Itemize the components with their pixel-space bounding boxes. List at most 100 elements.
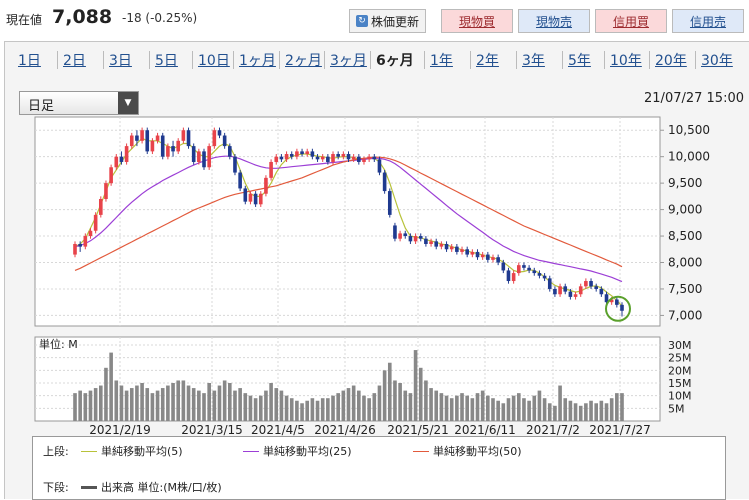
tab-5日[interactable]: 5日: [155, 53, 178, 69]
tab-1年[interactable]: 1年: [430, 53, 453, 69]
candle-body: [88, 230, 93, 237]
candle-body: [212, 130, 217, 147]
volume-bar: [434, 390, 439, 421]
volume-unit-label: 単位: M: [39, 337, 78, 351]
tab-3日[interactable]: 3日: [109, 53, 132, 69]
candle-body: [300, 151, 304, 155]
volume-bar: [460, 393, 464, 421]
candle-body: [558, 286, 562, 295]
candle-body: [228, 146, 232, 157]
tab-20年[interactable]: 20年: [655, 53, 687, 69]
volume-tick-label: 25M: [668, 352, 692, 365]
volume-bar: [78, 390, 82, 421]
volume-bar: [501, 403, 506, 421]
candle-body: [367, 156, 371, 160]
volume-bar: [104, 367, 108, 421]
refresh-label: 株価更新: [371, 14, 420, 29]
price-tick-label: 7,000: [668, 308, 702, 322]
volume-bar: [279, 390, 284, 421]
candle-body: [609, 299, 614, 303]
candle-body: [439, 243, 444, 247]
tab-10年[interactable]: 10年: [610, 53, 642, 69]
candle-body: [594, 286, 599, 289]
tab-10日[interactable]: 10日: [198, 53, 230, 69]
volume-bar: [222, 380, 227, 421]
volume-bar: [284, 395, 289, 421]
buy-margin-button[interactable]: 信用買: [595, 9, 667, 33]
candle-body: [341, 154, 346, 157]
candle-body: [243, 188, 248, 202]
volume-bar: [527, 400, 531, 421]
tab-separator: [57, 51, 58, 69]
candle-body: [253, 193, 258, 205]
sell-margin-button[interactable]: 信用売: [672, 9, 744, 33]
volume-bar: [455, 395, 459, 421]
candle-body: [202, 151, 206, 168]
candle-body: [532, 270, 537, 274]
volume-bar: [547, 403, 552, 421]
volume-bar: [83, 393, 88, 421]
volume-bar: [413, 350, 418, 421]
candle-body: [264, 177, 268, 194]
volume-bar: [150, 393, 155, 421]
sell-cash-button[interactable]: 現物売: [518, 9, 590, 33]
period-type-select[interactable]: 日足 ▼: [19, 91, 139, 115]
tab-3ヶ月[interactable]: 3ヶ月: [330, 53, 367, 69]
refresh-price-button[interactable]: ↻ 株価更新: [349, 9, 427, 33]
tab-6ヶ月[interactable]: 6ヶ月: [376, 53, 414, 69]
tab-separator: [324, 51, 325, 69]
volume-bar: [553, 405, 557, 421]
price-label: 現在値: [6, 13, 43, 27]
volume-bar: [387, 362, 392, 421]
price-pane: [34, 116, 661, 327]
volume-bar: [155, 390, 160, 421]
candle-body: [160, 135, 165, 157]
candle-body: [233, 156, 237, 173]
volume-bar: [470, 398, 475, 421]
candle-body: [491, 257, 495, 260]
tab-1ヶ月[interactable]: 1ヶ月: [239, 53, 276, 69]
volume-bar: [212, 390, 217, 421]
x-tick-label: 2021/4/26: [314, 423, 376, 437]
volume-bar: [408, 393, 413, 421]
price-tick-label: 8,500: [668, 229, 702, 243]
volume-bar: [516, 393, 521, 421]
price-tick-label: 10,000: [668, 150, 710, 164]
volume-bar: [93, 388, 98, 421]
candle-body: [470, 251, 475, 255]
volume-bar: [522, 398, 526, 421]
candle-body: [135, 135, 139, 141]
candle-body: [155, 135, 160, 141]
volume-bar: [589, 400, 593, 421]
volume-bar: [475, 393, 480, 421]
volume-bar: [98, 385, 103, 421]
volume-bar: [176, 380, 181, 421]
tab-separator: [424, 51, 425, 69]
chart-datetime: 21/07/27 15:00: [644, 91, 744, 106]
tab-separator: [562, 51, 563, 69]
volume-bar: [496, 400, 500, 421]
buy-cash-button[interactable]: 現物買: [441, 9, 513, 33]
tab-2日[interactable]: 2日: [63, 53, 86, 69]
volume-bar: [393, 380, 397, 421]
volume-bar: [217, 385, 222, 421]
candle-body: [207, 146, 211, 168]
candle-body: [496, 257, 500, 263]
tab-5年[interactable]: 5年: [568, 53, 591, 69]
last-price-highlight: [605, 295, 631, 322]
legend-volume-label: 出来高 単位:(M株/口/枚): [101, 481, 222, 494]
tab-30年[interactable]: 30年: [701, 53, 733, 69]
tab-2年[interactable]: 2年: [476, 53, 499, 69]
volume-bar: [620, 393, 624, 421]
x-tick-label: 2021/7/2: [526, 423, 580, 437]
candle-body: [98, 199, 103, 215]
candle-body: [377, 159, 382, 173]
candle-body: [279, 156, 284, 160]
candle-body: [547, 278, 552, 289]
volume-bar: [248, 395, 253, 421]
candle-body: [93, 214, 98, 231]
tab-1日[interactable]: 1日: [18, 53, 41, 69]
x-tick-label: 2021/5/21: [387, 423, 449, 437]
tab-2ヶ月[interactable]: 2ヶ月: [285, 53, 322, 69]
tab-3年[interactable]: 3年: [522, 53, 545, 69]
